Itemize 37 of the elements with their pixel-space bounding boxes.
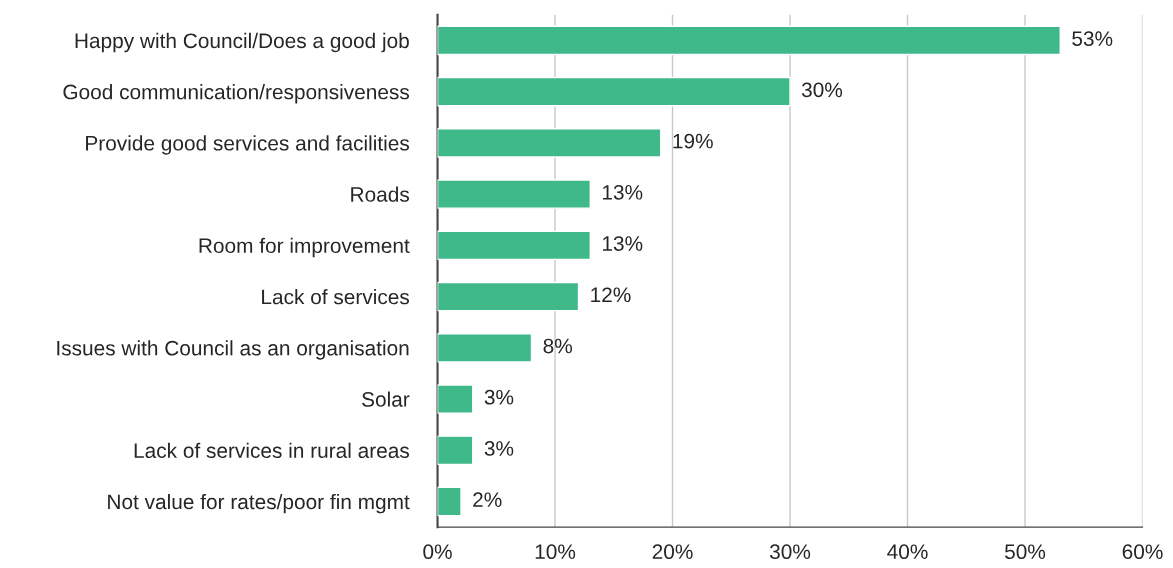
x-tick-label: 20% — [652, 544, 693, 560]
bar — [437, 128, 662, 158]
x-tick-label: 30% — [769, 544, 811, 560]
y-tick-label: Solar — [362, 391, 410, 407]
bar — [437, 435, 474, 466]
data-label: 2% — [473, 492, 502, 507]
bar — [437, 384, 474, 414]
x-tick-label: 60% — [1122, 544, 1163, 560]
bar — [437, 281, 580, 312]
x-tick-label: 10% — [535, 544, 576, 560]
x-tick-label: 40% — [887, 544, 928, 560]
y-tick-label: Lack of services in rural areas — [134, 442, 410, 459]
data-label: 12% — [591, 287, 631, 303]
bar — [437, 76, 791, 107]
data-label: 3% — [484, 441, 514, 456]
data-label: 53% — [1072, 31, 1113, 46]
bar — [437, 25, 1061, 56]
y-tick-label: Lack of services — [262, 289, 410, 305]
bar — [437, 230, 591, 261]
x-tick-label: 0% — [423, 544, 452, 560]
bar — [437, 333, 533, 363]
bar — [437, 179, 591, 209]
data-label: 30% — [801, 82, 843, 98]
data-label: 8% — [543, 338, 573, 354]
y-tick-label: Issues with Council as an organisation — [57, 340, 409, 360]
data-label: 3% — [484, 389, 514, 405]
data-label: 13% — [602, 184, 643, 200]
y-tick-label: Room for improvement — [199, 237, 410, 258]
y-tick-label: Not value for rates/poor fin mgmt — [108, 493, 410, 514]
x-tick-label: 50% — [1004, 544, 1046, 560]
y-tick-label: Good communication/responsiveness — [63, 84, 410, 104]
data-label: 19% — [673, 133, 713, 149]
y-tick-label: Happy with Council/Does a good job — [75, 32, 409, 53]
data-label: 13% — [602, 236, 643, 251]
y-tick-label: Roads — [351, 186, 409, 202]
bar — [437, 486, 462, 517]
y-tick-label: Provide good services and facilities — [86, 135, 410, 155]
